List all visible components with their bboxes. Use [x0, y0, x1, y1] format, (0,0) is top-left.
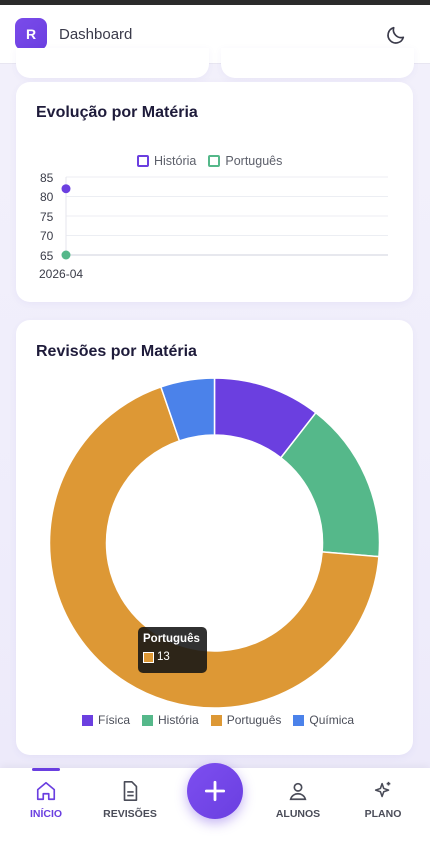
plus-icon: [204, 780, 226, 802]
legend-item-portugues[interactable]: Português: [208, 154, 282, 168]
x-tick: 2026-04: [39, 267, 84, 281]
legend-label: História: [154, 154, 197, 168]
legend-item-historia[interactable]: História: [142, 713, 199, 727]
evolution-title: Evolução por Matéria: [36, 104, 198, 121]
legend-swatch: [208, 155, 221, 167]
legend-swatch: [210, 714, 222, 726]
legend-label: Física: [98, 713, 131, 727]
moon-icon[interactable]: [385, 24, 407, 46]
legend-swatch: [293, 714, 305, 726]
evolution-legend: História Português: [137, 154, 294, 168]
tooltip-label: Português: [143, 633, 200, 645]
donut-slice-português: [48, 385, 380, 709]
legend-item-quimica[interactable]: Química: [293, 713, 354, 727]
y-tick: 65: [40, 249, 54, 263]
legend-item-fisica[interactable]: Física: [82, 713, 130, 727]
revisions-title: Revisões por Matéria: [36, 343, 197, 360]
legend-label: Química: [309, 713, 355, 727]
bottom-nav: INÍCIO REVISÕES ALUNOS PLANO: [0, 768, 430, 859]
user-icon: [289, 782, 307, 801]
legend-label: Português: [225, 154, 283, 168]
add-button[interactable]: [187, 763, 243, 819]
data-point-português: [61, 250, 71, 260]
tooltip-swatch: [143, 651, 154, 663]
evolution-chart: [61, 176, 388, 260]
nav-label: ALUNOS: [275, 808, 321, 820]
y-tick: 85: [40, 171, 54, 185]
y-tick: 80: [40, 190, 54, 204]
data-point-história: [61, 184, 71, 194]
summary-card-2: [221, 48, 414, 78]
y-tick: 70: [40, 229, 54, 243]
nav-label: REVISÕES: [103, 808, 157, 820]
page-title: Dashboard: [59, 26, 133, 43]
tooltip-value: 13: [157, 651, 170, 663]
legend-label: Português: [226, 713, 282, 727]
legend-label: História: [158, 713, 199, 727]
chart-tooltip: Português 13: [138, 627, 207, 673]
legend-swatch: [142, 714, 154, 726]
legend-item-portugues[interactable]: Português: [210, 713, 282, 727]
status-strip: [0, 0, 430, 5]
y-tick: 75: [40, 210, 54, 224]
nav-label: INÍCIO: [29, 808, 63, 820]
donut-slice-química: [159, 377, 216, 442]
sparkles-icon: [374, 781, 391, 798]
document-icon: [123, 781, 138, 801]
home-icon: [36, 781, 56, 801]
active-nav-indicator: [32, 768, 60, 771]
nav-item-alunos[interactable]: ALUNOS: [263, 780, 333, 820]
nav-item-plano[interactable]: PLANO: [348, 780, 418, 820]
evolution-card: Evolução por Matéria História Português …: [16, 82, 413, 302]
nav-item-revisoes[interactable]: REVISÕES: [95, 780, 165, 820]
nav-item-inicio[interactable]: INÍCIO: [11, 780, 81, 820]
legend-swatch: [82, 714, 93, 726]
nav-label: PLANO: [364, 808, 402, 820]
revisions-legend: Física História Português Química: [82, 713, 366, 727]
summary-card-1: [16, 48, 209, 78]
legend-swatch: [137, 155, 149, 167]
legend-item-historia[interactable]: História: [137, 154, 196, 168]
app-logo[interactable]: R: [15, 18, 47, 50]
